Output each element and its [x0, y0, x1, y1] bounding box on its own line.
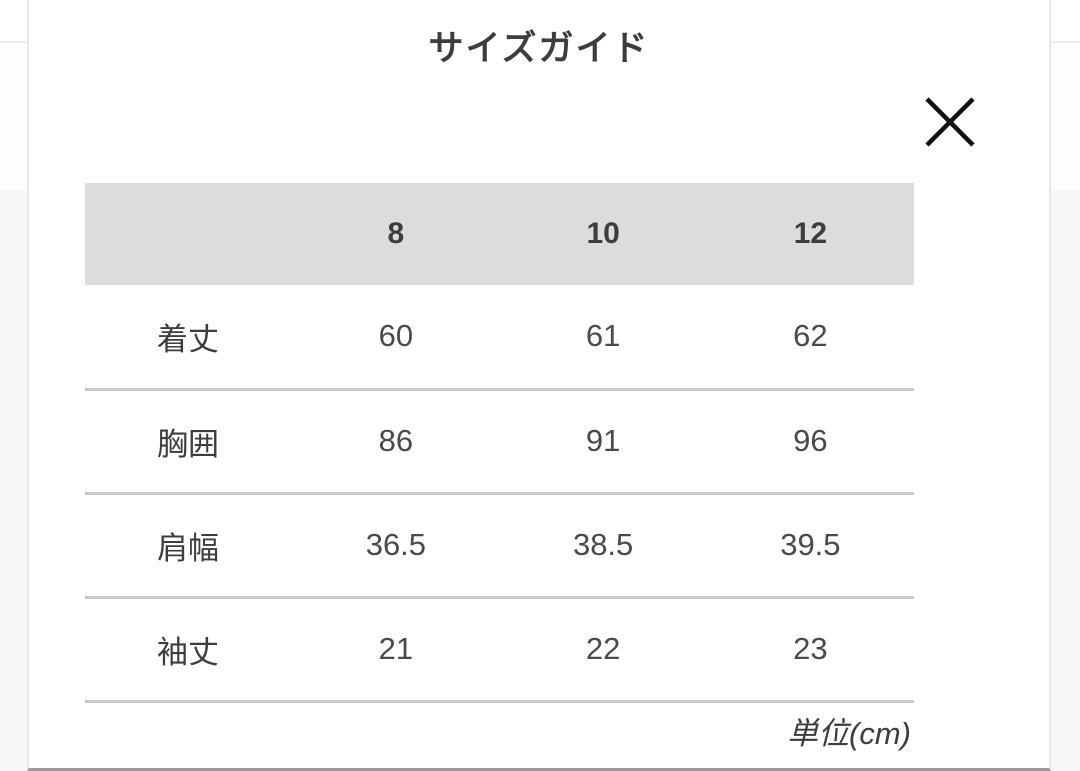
- modal-title: サイズガイド: [428, 29, 650, 68]
- size-value-cell: 22: [585, 631, 621, 666]
- size-guide-modal: サイズガイド 8 10 12 着丈 60 61: [27, 0, 1051, 771]
- size-header-row: 8 10 12: [85, 183, 914, 285]
- size-column-header-blank: [85, 183, 292, 285]
- size-value-cell: 62: [793, 318, 828, 354]
- table-row-shoulder: 肩幅 36.5 38.5 39.5: [85, 493, 914, 597]
- size-value-cell: 38.5: [572, 527, 634, 562]
- size-value-cell: 36.5: [365, 527, 427, 562]
- size-value-cell: 21: [378, 631, 414, 666]
- size-value-cell: 23: [793, 631, 828, 666]
- page-background-left: [0, 0, 27, 771]
- size-table-container: 8 10 12 着丈 60 61 62 胸囲 86 91 96: [85, 183, 914, 703]
- close-button[interactable]: [920, 92, 980, 152]
- size-value-cell: 61: [585, 318, 621, 354]
- measurement-label: 胸囲: [157, 426, 219, 462]
- size-column-header-12: 12: [793, 217, 828, 250]
- unit-note: 単位(cm): [787, 716, 911, 751]
- table-row-chest: 胸囲 86 91 96: [85, 389, 914, 493]
- size-value-cell: 86: [378, 423, 414, 458]
- size-table: 8 10 12 着丈 60 61 62 胸囲 86 91 96: [85, 183, 914, 703]
- table-row-sleeve: 袖丈 21 22 23: [85, 597, 914, 701]
- close-icon: [922, 94, 978, 150]
- size-value-cell: 96: [793, 423, 828, 458]
- size-value-cell: 60: [378, 318, 414, 354]
- table-row-length: 着丈 60 61 62: [85, 285, 914, 389]
- page-background-right: [1051, 0, 1080, 771]
- size-column-header-8: 8: [387, 217, 405, 250]
- size-column-header-10: 10: [586, 217, 620, 250]
- measurement-label: 袖丈: [157, 634, 219, 670]
- size-value-cell: 39.5: [780, 527, 841, 562]
- measurement-label: 着丈: [157, 321, 219, 357]
- size-value-cell: 91: [585, 423, 621, 458]
- measurement-label: 肩幅: [157, 530, 219, 566]
